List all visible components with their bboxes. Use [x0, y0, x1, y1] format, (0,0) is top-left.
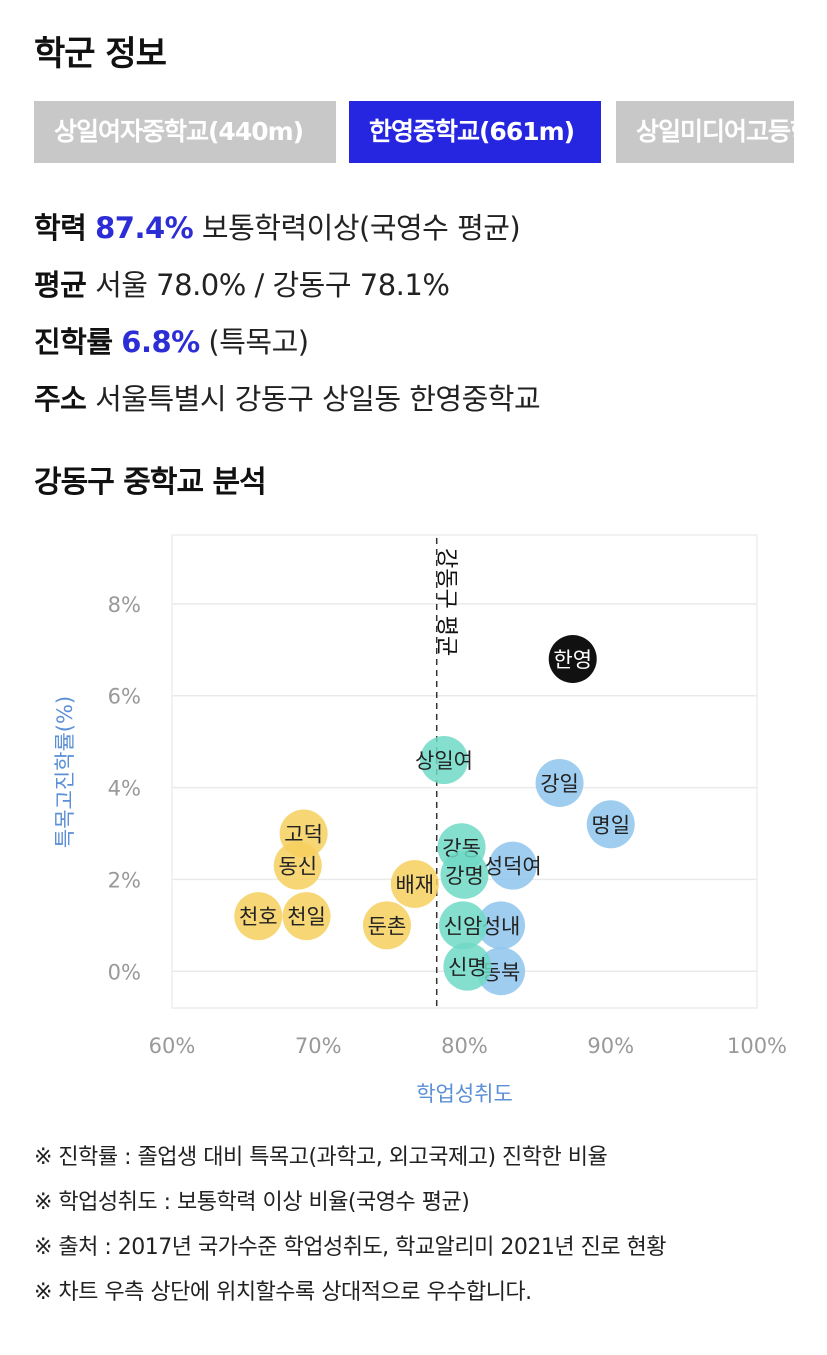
point-label: 배재	[395, 873, 434, 897]
average-label: 평균	[34, 268, 87, 302]
point-marker	[420, 736, 469, 785]
point-label: 강일	[540, 772, 579, 796]
point-marker	[440, 850, 489, 899]
data-point: 천일	[282, 892, 331, 941]
advancement-label: 진학률	[34, 325, 113, 359]
section-title: 강동구 중학교 분석	[34, 465, 267, 500]
data-point: 성덕여	[484, 841, 542, 890]
advancement-value: 6.8%	[121, 325, 200, 359]
school-tabs: 상일여자중학교(440m) 한영중학교(661m) 상일미디어고등학교	[34, 101, 794, 163]
point-label: 성덕여	[484, 855, 542, 879]
footnote-source: ※ 출처 : 2017년 국가수준 학업성취도, 학교알리미 2021년 진로 …	[34, 1235, 667, 1260]
plot-frame	[171, 534, 758, 1009]
y-tick-label: 6%	[108, 685, 141, 709]
achievement-label: 학력	[34, 211, 87, 245]
address-row: 주소 서울특별시 강동구 상일동 한영중학교	[34, 376, 541, 418]
tab-hanyoung[interactable]: 한영중학교(661m)	[349, 101, 601, 163]
point-marker	[439, 901, 488, 950]
data-point: 상일여	[415, 736, 473, 785]
point-marker	[362, 901, 411, 950]
data-point: 명일	[586, 800, 635, 849]
y-axis-title: 특목고진학률(%)	[53, 696, 77, 848]
point-label: 동신	[278, 855, 317, 879]
data-point: 신암	[439, 901, 488, 950]
x-tick-label: 100%	[727, 1034, 787, 1058]
point-marker	[586, 800, 635, 849]
point-label: 강명	[445, 864, 484, 888]
footnote-hint: ※ 차트 우측 상단에 위치할수록 상대적으로 우수합니다.	[34, 1280, 532, 1305]
achievement-value: 87.4%	[95, 211, 194, 245]
data-point: 한영	[548, 634, 597, 683]
point-marker	[548, 634, 597, 683]
address-label: 주소	[34, 382, 87, 416]
point-label: 천호	[239, 905, 278, 929]
achievement-row: 학력 87.4% 보통학력이상(국영수 평균)	[34, 205, 521, 247]
point-marker	[477, 901, 526, 950]
point-label: 한영	[553, 648, 592, 672]
footnote-achievement: ※ 학업성취도 : 보통학력 이상 비율(국영수 평균)	[34, 1190, 470, 1215]
data-point: 동신	[273, 841, 322, 890]
data-point: 배재	[390, 860, 439, 909]
y-tick-label: 0%	[108, 960, 141, 984]
data-point: 천호	[234, 892, 283, 941]
average-reference-label: 강동구 평균	[434, 548, 459, 656]
point-marker	[535, 758, 584, 807]
data-point: 성내	[477, 901, 526, 950]
data-point: 강일	[535, 758, 584, 807]
data-point: 강명	[440, 850, 489, 899]
x-tick-label: 60%	[149, 1034, 196, 1058]
point-marker	[390, 860, 439, 909]
point-label: 둔촌	[368, 914, 407, 938]
point-marker	[443, 942, 492, 991]
address-value: 서울특별시 강동구 상일동 한영중학교	[95, 382, 541, 416]
data-point: 신명	[443, 942, 492, 991]
point-marker	[234, 892, 283, 941]
y-tick-label: 8%	[108, 593, 141, 617]
point-label: 신암	[444, 914, 483, 938]
advancement-row: 진학률 6.8% (특목고)	[34, 319, 309, 361]
x-axis-title: 학업성취도	[416, 1082, 513, 1106]
average-row: 평균 서울 78.0% / 강동구 78.1%	[34, 262, 450, 304]
y-tick-label: 4%	[108, 777, 141, 801]
point-label: 천일	[287, 905, 326, 929]
footnotes: ※ 진학률 : 졸업생 대비 특목고(과학고, 외고국제고) 진학한 비율 ※ …	[34, 1143, 667, 1323]
achievement-desc: 보통학력이상(국영수 평균)	[201, 211, 521, 245]
x-tick-label: 70%	[295, 1034, 342, 1058]
point-label: 신명	[448, 956, 487, 980]
page-title: 학군 정보	[34, 34, 167, 74]
x-tick-label: 80%	[441, 1034, 488, 1058]
footnote-advancement: ※ 진학률 : 졸업생 대비 특목고(과학고, 외고국제고) 진학한 비율	[34, 1145, 608, 1170]
data-point: 둔촌	[362, 901, 411, 950]
x-tick-label: 90%	[587, 1034, 634, 1058]
point-marker	[273, 841, 322, 890]
tab-sangil-girls[interactable]: 상일여자중학교(440m)	[34, 101, 336, 163]
point-label: 성내	[482, 914, 521, 938]
point-marker	[282, 892, 331, 941]
point-label: 명일	[591, 813, 630, 837]
tab-sangil-media[interactable]: 상일미디어고등학교	[616, 101, 794, 163]
point-label: 상일여	[415, 749, 473, 773]
y-tick-label: 2%	[108, 868, 141, 892]
point-marker	[488, 841, 537, 890]
average-value: 서울 78.0% / 강동구 78.1%	[95, 268, 450, 302]
advancement-desc: (특목고)	[208, 325, 309, 359]
